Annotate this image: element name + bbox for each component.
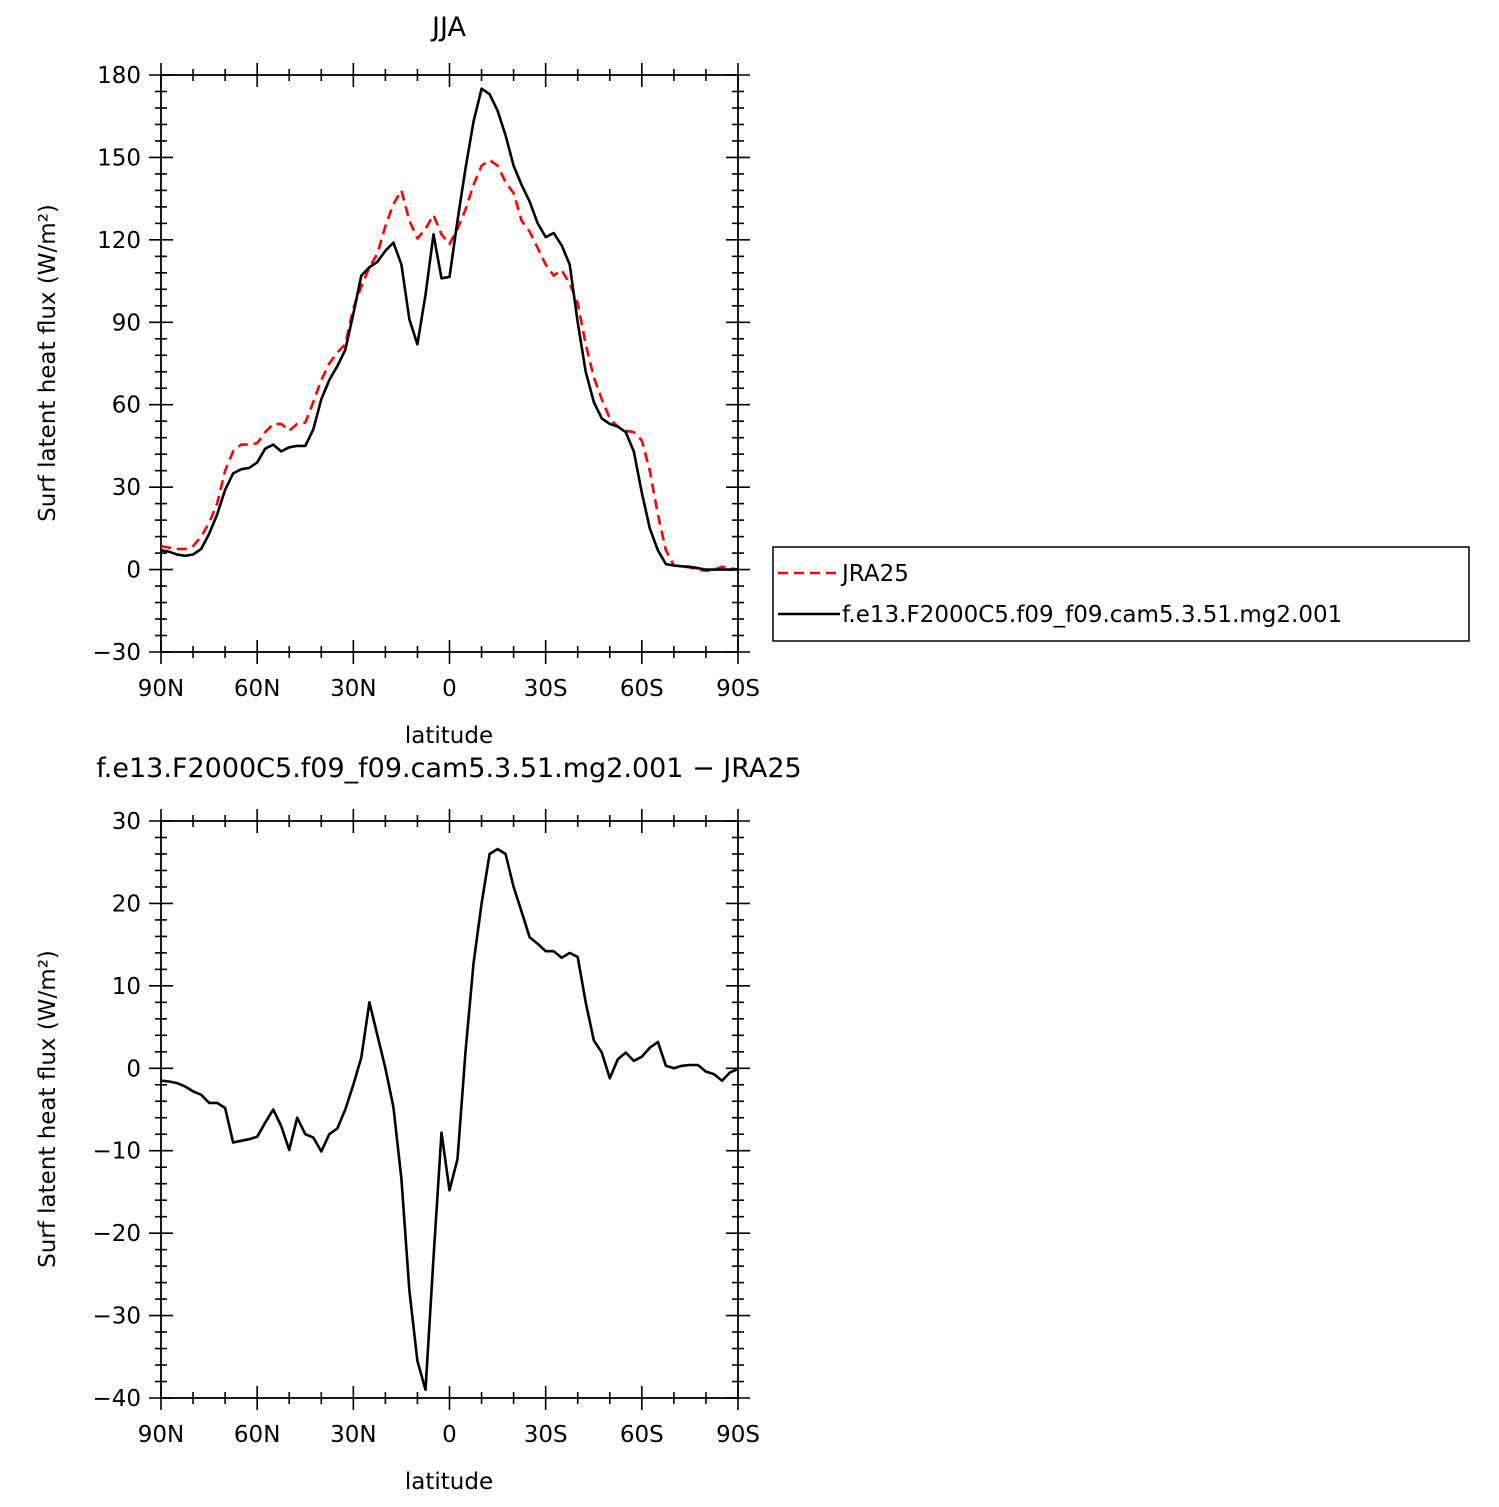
bottom-y-tick-label: −30	[92, 1304, 141, 1330]
bottom-x-tick-label: 0	[442, 1422, 457, 1448]
top-y-tick-label: −30	[92, 640, 141, 666]
bottom-plot-frame	[160, 820, 739, 1399]
bottom-y-tick-label: 0	[126, 1056, 141, 1082]
top-x-axis-label: latitude	[405, 723, 493, 749]
top-y-tick-label: 30	[112, 475, 141, 501]
bottom-panel: f.e13.F2000C5.f09_f09.cam5.3.51.mg2.001 …	[35, 753, 802, 1495]
top-x-tick-label: 60N	[234, 676, 280, 702]
top-x-tick-label: 60S	[620, 676, 664, 702]
top-y-axis-label: Surf latent heat flux (W/m²)	[35, 204, 61, 522]
legend-label-model: f.e13.F2000C5.f09_f09.cam5.3.51.mg2.001	[842, 602, 1342, 628]
bottom-x-tick-label: 90S	[716, 1422, 760, 1448]
top-y-tick-label: 60	[112, 393, 141, 419]
top-y-tick-label: 180	[97, 63, 141, 89]
top-x-tick-label: 90S	[716, 676, 760, 702]
bottom-y-tick-label: −40	[92, 1386, 141, 1412]
top-x-tick-label: 30S	[524, 676, 568, 702]
top-series-line-model	[160, 87, 738, 571]
bottom-x-tick-label: 30N	[330, 1422, 376, 1448]
top-x-tick-label: 90N	[138, 676, 184, 702]
bottom-x-tick-label: 60N	[234, 1422, 280, 1448]
bottom-y-tick-label: 10	[112, 974, 141, 1000]
top-x-tick-label: 30N	[330, 676, 376, 702]
bottom-y-tick-label: −10	[92, 1139, 141, 1165]
bottom-y-axis-label: Surf latent heat flux (W/m²)	[35, 950, 61, 1268]
bottom-series-line-difference	[160, 847, 739, 1392]
legend: JRA25 f.e13.F2000C5.f09_f09.cam5.3.51.mg…	[772, 546, 1470, 642]
top-chart-title: JJA	[430, 12, 466, 43]
top-series-line-jra25	[160, 158, 739, 573]
top-y-tick-label: 0	[126, 558, 141, 584]
bottom-x-tick-label: 30S	[524, 1422, 568, 1448]
bottom-chart-title: f.e13.F2000C5.f09_f09.cam5.3.51.mg2.001 …	[96, 753, 801, 784]
bottom-y-tick-label: 30	[112, 809, 141, 835]
top-panel: JJA latitude Surf latent heat flux (W/m²…	[35, 12, 760, 749]
top-plot-frame	[160, 74, 739, 653]
bottom-x-axis-label: latitude	[405, 1469, 493, 1495]
bottom-y-tick-label: 20	[112, 891, 141, 917]
top-x-tick-label: 0	[442, 676, 457, 702]
bottom-y-tick-label: −20	[92, 1221, 141, 1247]
legend-label-jra25: JRA25	[840, 561, 909, 587]
bottom-x-tick-label: 90N	[138, 1422, 184, 1448]
top-y-tick-label: 90	[112, 310, 141, 336]
legend-box	[772, 546, 1470, 642]
bottom-x-tick-label: 60S	[620, 1422, 664, 1448]
top-y-tick-label: 150	[97, 145, 141, 171]
top-y-tick-label: 120	[97, 228, 141, 254]
